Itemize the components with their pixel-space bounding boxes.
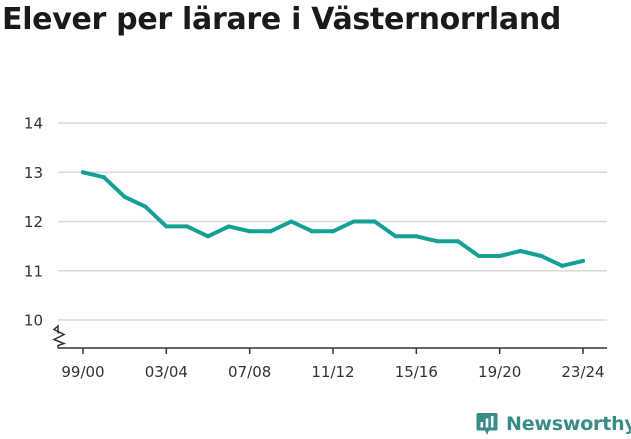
data-point [560, 263, 565, 268]
y-tick-label: 14 [24, 115, 43, 133]
y-tick-label: 13 [24, 164, 43, 182]
data-point [456, 239, 460, 244]
y-tick-label: 10 [24, 312, 43, 330]
gridlines [58, 122, 607, 321]
data-point [143, 204, 148, 209]
data-point [414, 234, 419, 239]
newsworthy-logo: Newsworthy [476, 409, 631, 439]
data-point [581, 258, 585, 263]
data-point [122, 194, 127, 199]
chart-title: Elever per lärare i Västernorrland [2, 2, 562, 37]
series-line-0 [81, 170, 585, 268]
data-point [518, 249, 523, 254]
newsworthy-logo-icon [476, 413, 498, 435]
data-point [393, 234, 398, 239]
x-tick-label: 19/20 [478, 363, 521, 381]
data-point [101, 175, 106, 180]
x-tick-label: 11/12 [311, 363, 354, 381]
x-axis-ticks: 99/00 03/04 07/08 11/12 15/16 19/20 23/24 [61, 348, 605, 381]
data-point [310, 229, 315, 234]
x-tick-label: 07/08 [228, 363, 271, 381]
data-point [331, 229, 335, 234]
brand-name: Newsworthy [506, 413, 631, 435]
data-point [226, 224, 231, 229]
data-point [372, 219, 377, 224]
data-point [81, 170, 85, 175]
data-point [497, 253, 502, 258]
data-point [164, 224, 169, 229]
y-tick-label: 12 [24, 213, 43, 231]
data-point [247, 229, 252, 234]
x-axis [52, 324, 607, 349]
data-point [206, 234, 210, 239]
x-tick-label: 15/16 [395, 363, 438, 381]
data-point [351, 219, 356, 224]
data-point [268, 229, 273, 234]
data-point [476, 253, 481, 258]
y-tick-label: 11 [24, 262, 43, 280]
data-point [435, 239, 440, 244]
data-point [539, 253, 544, 258]
axis-break-icon [52, 324, 67, 348]
x-tick-label: 99/00 [61, 363, 104, 381]
x-tick-label: 23/24 [561, 363, 604, 381]
series [81, 170, 585, 268]
data-point [289, 219, 294, 224]
data-point [185, 224, 190, 229]
x-tick-label: 03/04 [145, 363, 188, 381]
y-axis-ticks: 10 11 12 13 14 [24, 115, 43, 330]
